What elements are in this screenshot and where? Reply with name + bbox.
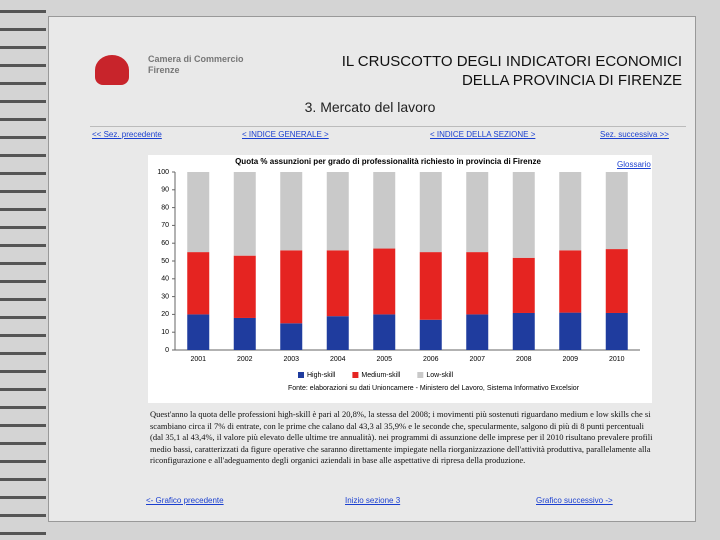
bar-segment: [559, 312, 582, 350]
logo-icon: [95, 55, 129, 85]
x-tick-label: 2005: [376, 356, 392, 363]
nav-section-index[interactable]: < INDICE DELLA SEZIONE >: [430, 130, 536, 139]
bar-segment: [512, 172, 535, 258]
chart: Quota % assunzioni per grado di professi…: [148, 155, 652, 403]
bar-segment: [233, 317, 256, 350]
bar-segment: [187, 314, 210, 350]
bar-segment: [233, 172, 256, 256]
bar-segment: [326, 250, 349, 317]
nav-prev[interactable]: << Sez. precedente: [92, 130, 162, 139]
y-tick-label: 100: [157, 169, 169, 176]
y-tick-label: 90: [161, 187, 169, 194]
legend-label: Low-skill: [426, 372, 453, 379]
y-tick-label: 60: [161, 240, 169, 247]
x-tick-label: 2003: [283, 356, 299, 363]
x-tick-label: 2007: [469, 356, 485, 363]
bar-segment: [605, 172, 628, 250]
x-tick-label: 2010: [609, 356, 625, 363]
bar-segment: [187, 252, 210, 315]
bar-segment: [280, 250, 303, 324]
bar-segment: [466, 172, 489, 253]
bar-segment: [187, 172, 210, 253]
x-tick-label: 2006: [423, 356, 439, 363]
x-tick-label: 2004: [330, 356, 346, 363]
footer-prev[interactable]: <- Grafico precedente: [146, 496, 224, 505]
bar-segment: [373, 172, 396, 249]
logo-line: Camera di Commercio: [148, 54, 244, 64]
title: IL CRUSCOTTO DEGLI INDICATORI ECONOMICI …: [342, 52, 682, 90]
bar-segment: [373, 248, 396, 315]
y-tick-label: 30: [161, 293, 169, 300]
y-tick-label: 10: [161, 329, 169, 336]
bar-segment: [559, 250, 582, 313]
x-tick-label: 2009: [562, 356, 578, 363]
section-title: 3. Mercato del lavoro: [304, 99, 436, 115]
bar-segment: [326, 172, 349, 251]
x-tick-label: 2001: [190, 356, 206, 363]
legend-swatch: [298, 372, 304, 378]
bar-segment: [559, 172, 582, 251]
bar-segment: [605, 249, 628, 313]
y-tick-label: 20: [161, 311, 169, 318]
x-tick-label: 2002: [237, 356, 253, 363]
chart-source: Fonte: elaborazioni su dati Unioncamere …: [288, 385, 580, 392]
bar-segment: [419, 172, 442, 253]
bar-segment: [326, 316, 349, 350]
bar-segment: [466, 252, 489, 315]
bar-segment: [605, 312, 628, 350]
y-tick-label: 70: [161, 222, 169, 229]
bar-segment: [280, 172, 303, 251]
y-tick-label: 80: [161, 204, 169, 211]
legend-swatch: [417, 372, 424, 378]
binding: [0, 0, 46, 540]
title-line: DELLA PROVINCIA DI FIRENZE: [461, 72, 682, 89]
bar-segment: [280, 323, 303, 350]
legend-label: Medium-skill: [361, 372, 400, 379]
legend-swatch: [352, 372, 359, 378]
footer-next[interactable]: Grafico successivo ->: [536, 496, 613, 505]
bar-segment: [373, 314, 396, 350]
rule: [90, 126, 686, 127]
bar-segment: [419, 252, 442, 320]
nav-next[interactable]: Sez. successiva >>: [600, 130, 669, 139]
x-tick-label: 2008: [516, 356, 532, 363]
bar-segment: [233, 255, 256, 318]
bar-segment: [466, 314, 489, 350]
chart-title: Quota % assunzioni per grado di professi…: [235, 157, 541, 166]
legend-label: High-skill: [307, 372, 336, 379]
footer-start[interactable]: Inizio sezione 3: [345, 496, 401, 505]
bar-segment: [512, 257, 535, 313]
y-tick-label: 50: [161, 258, 169, 265]
logo-text: Camera di Commercio Firenze: [148, 54, 244, 76]
glossary-link[interactable]: Glossario: [617, 160, 651, 169]
body-text: Quest'anno la quota delle professioni hi…: [150, 409, 653, 465]
logo-line: Firenze: [148, 65, 180, 75]
y-tick-label: 40: [161, 276, 169, 283]
nav-index[interactable]: < INDICE GENERALE >: [242, 130, 329, 139]
bar-segment: [419, 319, 442, 350]
y-tick-label: 0: [165, 347, 169, 354]
title-line: IL CRUSCOTTO DEGLI INDICATORI ECONOMICI: [341, 53, 682, 70]
bar-segment: [512, 312, 535, 350]
